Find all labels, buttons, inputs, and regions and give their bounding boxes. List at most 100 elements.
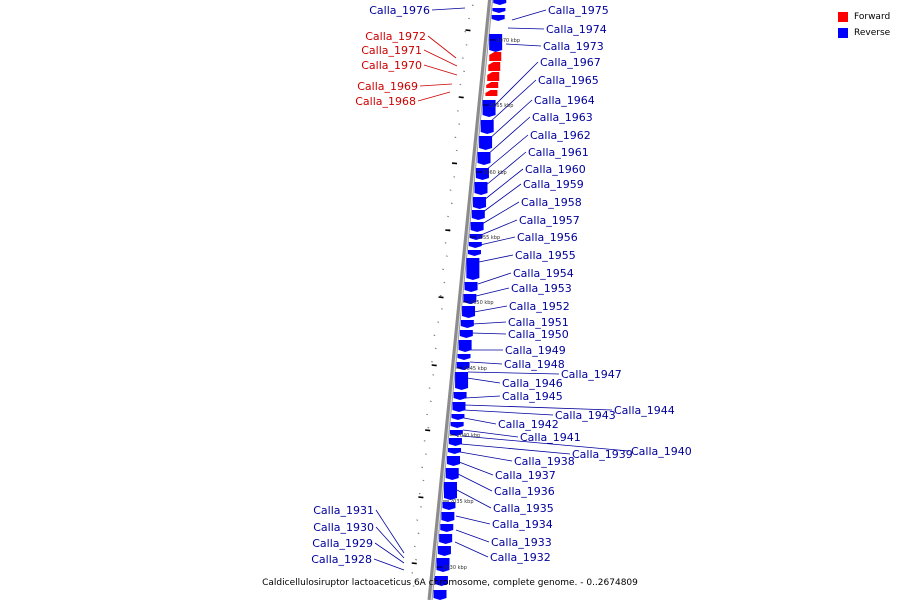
leader-line [464,395,501,399]
reverse-gene-block [463,294,477,304]
tick-label: 2060 kbp [483,170,507,176]
legend-item-reverse: Reverse [838,25,890,41]
minor-tick [418,492,421,495]
minor-tick [455,149,458,152]
reverse-gene-block [482,100,496,117]
minor-tick [468,17,470,20]
leader-line [419,83,453,87]
reverse-gene-block [467,250,481,256]
leader-line [479,236,516,246]
minor-tick [450,202,453,205]
legend-label-reverse: Reverse [854,28,891,38]
gene-label: Calla_1973 [543,40,604,53]
reverse-gene-block [450,422,464,428]
major-tick-dash [425,429,431,432]
reverse-gene-block [441,512,455,522]
reverse-gene-block [477,152,491,165]
leader-line [462,429,519,438]
reverse-gene-block [480,120,494,134]
minor-tick [426,413,429,416]
gene-label: Calla_1975 [548,4,609,17]
gene-label: Calla_1965 [538,74,599,87]
minor-tick [413,545,416,548]
major-tick-dash [465,29,471,32]
leader-line [460,443,571,455]
leader-line [423,49,458,67]
gene-label: Calla_1958 [521,196,582,209]
minor-tick [424,453,427,455]
gene-label: Calla_1964 [534,94,595,107]
gene-label: Calla_1956 [517,231,578,244]
forward-gene-block [488,62,501,71]
leader-line [463,409,554,416]
gene-label: Calla_1967 [540,56,601,69]
reverse-gene-block [439,534,453,544]
gene-label: Calla_1940 [631,445,692,458]
reverse-gene-block [452,402,466,412]
gene-label: Calla_1972 [365,30,426,43]
minor-tick [461,57,464,59]
reverse-gene-block [459,330,473,338]
leader-line [459,451,513,462]
reverse-gene-block [492,8,506,13]
major-tick-dash [445,229,451,232]
tick-label: 2030 kbp [443,565,467,571]
gene-label: Calla_1959 [523,178,584,191]
gene-label: Calla_1942 [498,418,559,431]
reverse-gene-block [491,15,505,21]
reverse-gene-block [460,320,474,328]
reverse-gene-block [442,502,456,510]
gene-label: Calla_1933 [491,536,552,549]
minor-tick [416,519,419,521]
leader-line [373,558,405,571]
gene-label: Calla_1932 [490,551,551,564]
tick-labels: 2070 kbp 2065 kbp 2060 kbp 2055 kbp 2050 kbp… [436,38,520,571]
tick-label: 2035 kbp [450,499,474,505]
gene-label: Calla_1944 [614,404,675,417]
leader-line [491,61,539,109]
gene-label: Calla_1930 [313,521,374,534]
leader-line [461,435,630,452]
gene-label: Calla_1951 [508,316,569,329]
reverse-gene-block [469,234,483,240]
minor-tick [432,374,435,376]
leader-line [455,515,491,525]
minor-tick [443,281,446,284]
leader-line [423,64,458,76]
minor-tick [471,4,474,7]
tick-label: 2045 kbp [463,366,487,372]
gene-label: Calla_1938 [514,455,575,468]
leader-line [469,361,503,365]
minor-tick [464,30,467,33]
tick-label: 2055 kbp [477,235,501,241]
leader-line [458,461,494,476]
major-tick-dash [458,96,464,99]
major-tick-dash [438,296,444,299]
reverse-gene-block [434,576,448,586]
reverse-gene-block [448,438,462,446]
reverse-gene-block [448,448,462,454]
major-tick-dash [431,364,437,367]
legend-label-forward: Forward [854,12,891,22]
leader-line [457,473,493,492]
reverse-gene-block [471,210,485,220]
leader-line [466,377,501,384]
forward-swatch [838,12,848,22]
reverse-gene-block [473,197,487,209]
reverse-gene-block [453,392,467,400]
gene-label: Calla_1974 [546,23,607,36]
leader-line [456,489,492,509]
minor-tick [420,506,422,508]
leader-line [455,529,490,543]
major-tick-dash [411,562,417,565]
leader-line [427,35,457,59]
gene-label: Calla_1954 [513,267,574,280]
gene-label: Calla_1970 [361,59,422,72]
leader-line [485,134,529,171]
gene-label: Calla_1943 [555,409,616,422]
chromosome-axis [427,0,494,600]
label-leader-lines [373,7,630,571]
reverse-gene-block [468,242,482,248]
